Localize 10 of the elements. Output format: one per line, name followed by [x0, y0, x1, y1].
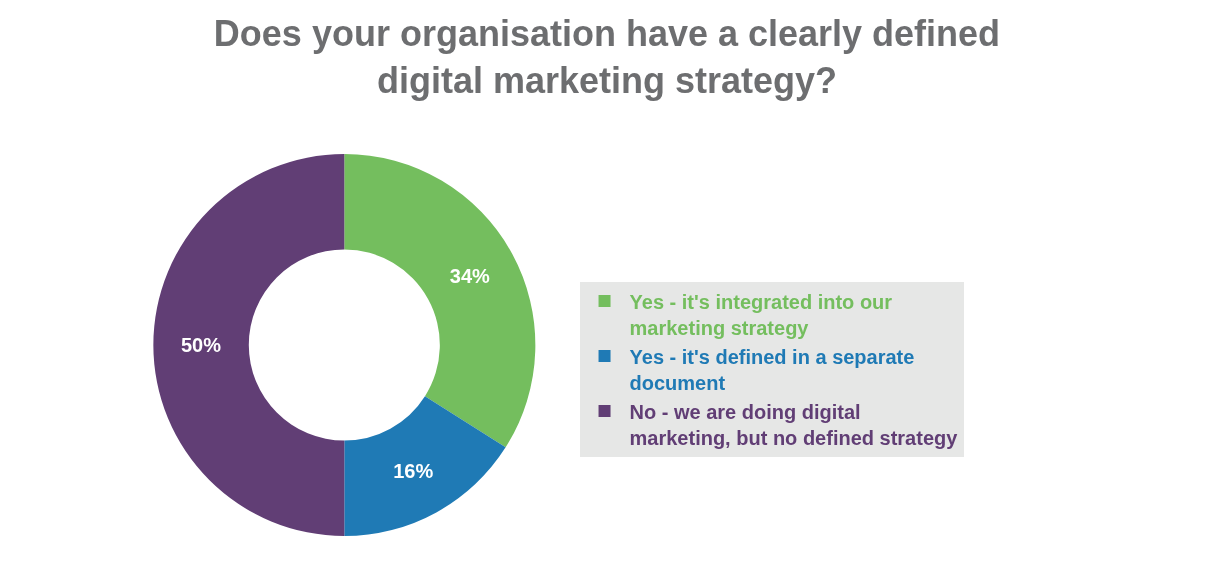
chart-title: Does your organisation have a clearly defined digital marketing strategy? — [213, 13, 1001, 102]
data-label: 16% — [393, 459, 434, 482]
donut-slice — [344, 153, 535, 448]
legend-label: No - we are doing digital marketing, but no defined strategy — [629, 400, 959, 449]
data-label: 34% — [449, 264, 490, 287]
legend-label: Yes - it's integrated into our marketing strategy — [629, 290, 893, 339]
donut-slice — [344, 396, 506, 537]
data-label: 50% — [180, 334, 222, 356]
donut-slice — [153, 153, 345, 537]
legend-label: Yes - it's defined in a separate document — [629, 345, 915, 394]
